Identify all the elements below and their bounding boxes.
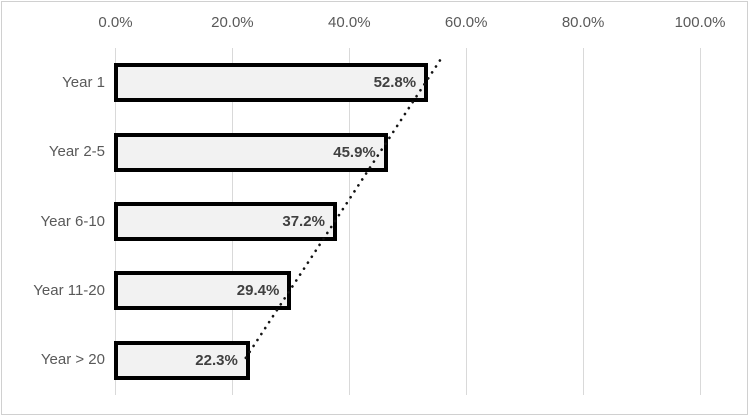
category-label: Year 2-5 xyxy=(48,143,105,161)
bar-value-label: 22.3% xyxy=(195,351,238,369)
gridline xyxy=(699,48,701,395)
bar[interactable]: 52.8% xyxy=(113,63,429,103)
gridline xyxy=(582,48,584,395)
bar-value-label: 29.4% xyxy=(236,282,280,300)
bar-value-label: 37.2% xyxy=(282,213,325,230)
x-axis-tick-label: 100.0% xyxy=(674,14,726,31)
x-axis-tick-label: 20.0% xyxy=(211,14,254,31)
bar[interactable]: 45.9% xyxy=(113,132,388,172)
bar-value-label: 45.9% xyxy=(333,143,376,161)
bar[interactable]: 37.2% xyxy=(113,202,337,241)
category-label: Year 6-10 xyxy=(40,212,106,230)
bar[interactable]: 29.4% xyxy=(113,271,292,311)
gridline xyxy=(465,48,467,395)
bar-value-label: 52.8% xyxy=(373,74,417,92)
x-axis-tick-label: 0.0% xyxy=(98,14,133,31)
x-axis-tick-label: 80.0% xyxy=(561,14,605,31)
category-label: Year > 20 xyxy=(40,351,105,369)
category-label: Year 11-20 xyxy=(33,281,105,299)
x-axis-tick-label: 60.0% xyxy=(444,14,488,31)
x-axis-tick-label: 40.0% xyxy=(328,14,371,31)
bar[interactable]: 22.3% xyxy=(113,340,250,380)
category-label: Year 1 xyxy=(62,73,105,91)
